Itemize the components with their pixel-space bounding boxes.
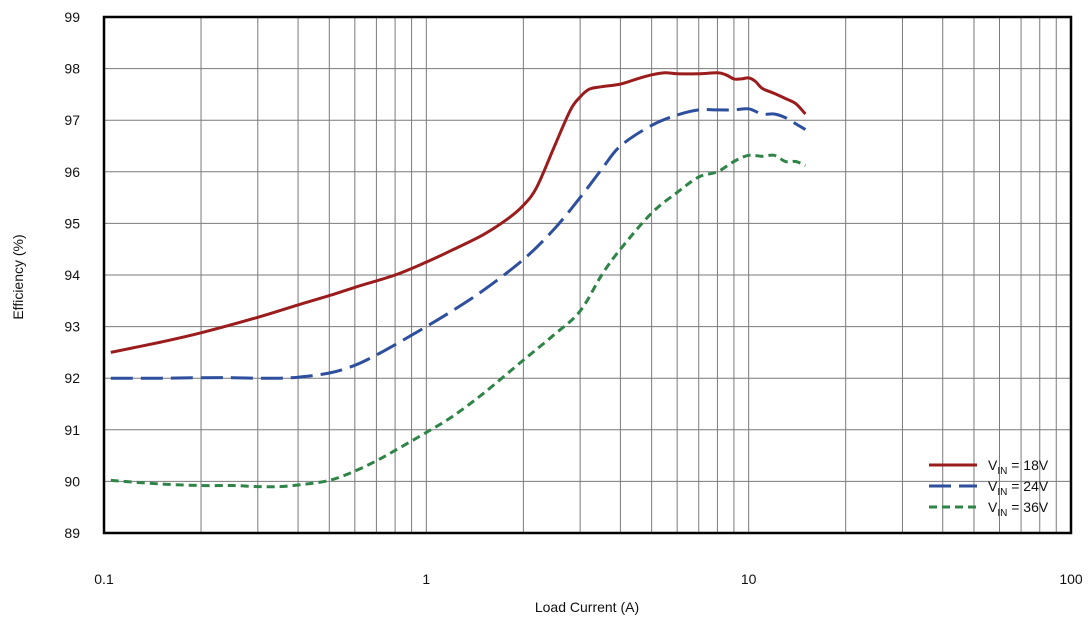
- series-line-2: [110, 153, 807, 489]
- y-tick-label: 89: [64, 525, 80, 541]
- y-tick-label: 95: [64, 215, 80, 231]
- y-tick-label: 92: [64, 370, 80, 386]
- series-line-0: [110, 71, 807, 354]
- y-tick-label: 97: [64, 112, 80, 128]
- y-tick-label: 96: [64, 164, 80, 180]
- y-tick-label: 90: [64, 473, 80, 489]
- legend-label: VIN = 18V: [988, 457, 1049, 477]
- grid: [104, 16, 1071, 534]
- plot-frame: [102, 15, 1073, 535]
- y-tick-label: 93: [64, 319, 80, 335]
- x-tick-label: 10: [741, 571, 757, 587]
- series-layer: [110, 71, 807, 489]
- y-tick-labels: 89 90 91 92 93 94 95 96 97 98 99: [64, 9, 80, 541]
- x-tick-label: 1: [422, 571, 430, 587]
- y-tick-label: 94: [64, 267, 80, 283]
- y-tick-label: 91: [64, 422, 80, 438]
- x-axis-title: Load Current (A): [535, 599, 639, 615]
- x-tick-label: 100: [1059, 571, 1083, 587]
- y-axis-title: Efficiency (%): [10, 234, 26, 319]
- y-tick-label: 98: [64, 61, 80, 77]
- y-tick-label: 99: [64, 9, 80, 25]
- legend-label: VIN = 36V: [988, 499, 1049, 519]
- x-tick-labels: 0.1 1 10 100: [94, 571, 1083, 587]
- series-line-1: [110, 107, 807, 380]
- x-tick-label: 0.1: [94, 571, 114, 587]
- legend-label: VIN = 24V: [988, 478, 1049, 498]
